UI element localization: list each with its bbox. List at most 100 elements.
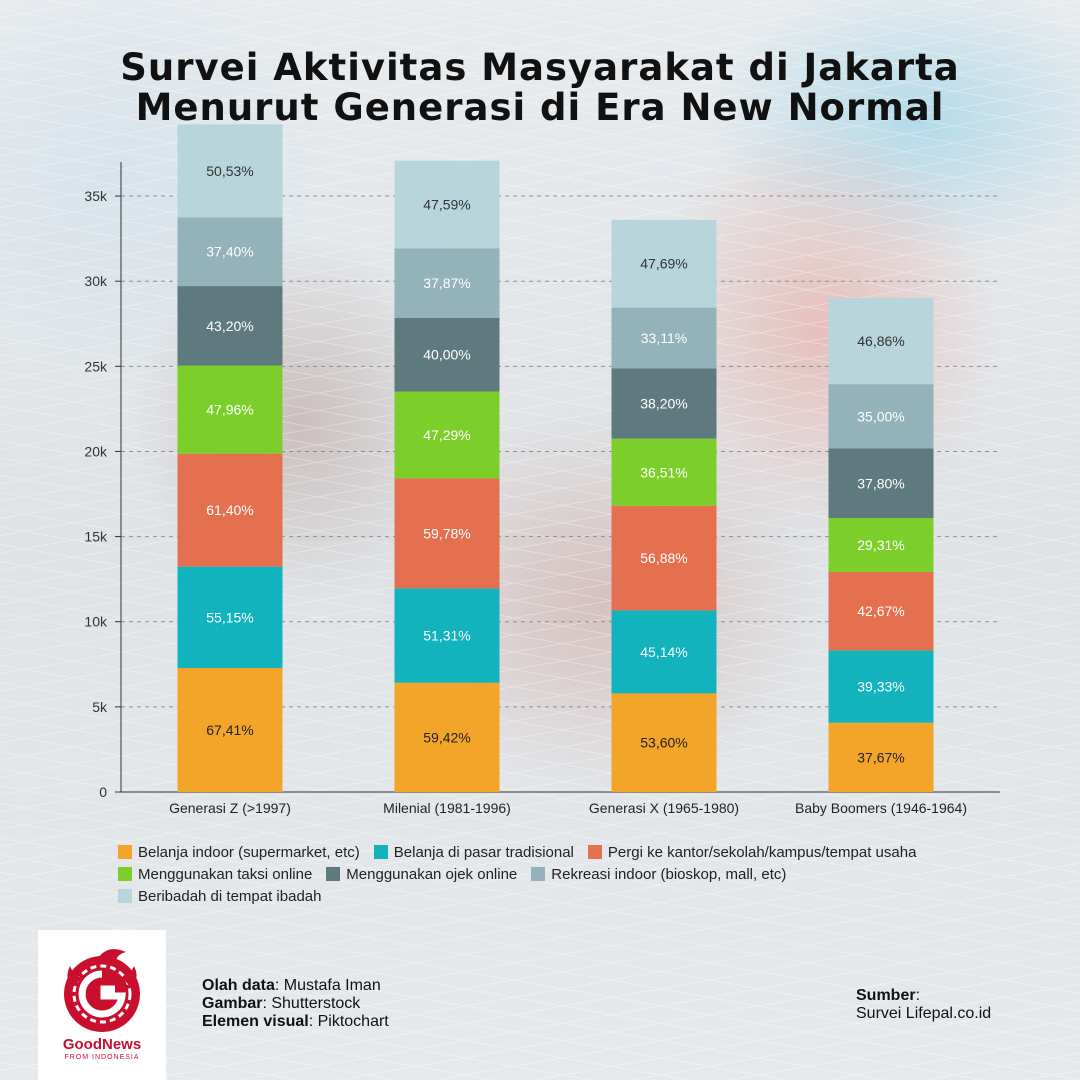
bar-segment	[828, 518, 934, 572]
y-tick-label: 5k	[92, 699, 108, 715]
bar-segment	[828, 722, 934, 792]
y-tick-label: 10k	[84, 614, 108, 630]
bar-segment	[177, 453, 283, 567]
data-label: 37,67%	[857, 749, 904, 765]
y-tick-label: 0	[99, 784, 107, 800]
legend-swatch	[373, 845, 388, 859]
garuda-logo-icon	[64, 949, 140, 1032]
logo-subtitle: FROM INDONESIA	[64, 1054, 140, 1061]
bar-segment	[177, 217, 283, 287]
data-label: 37,87%	[423, 275, 470, 291]
credit-olah-data: Olah data: Mustafa Iman	[202, 977, 381, 994]
y-tick-label: 30k	[84, 273, 108, 289]
credit-elemen-visual: Elemen visual: Piktochart	[202, 1013, 389, 1030]
bar-segment	[177, 365, 283, 454]
bar-segment	[394, 160, 500, 249]
legend-item: Pergi ke kantor/sekolah/kampus/tempat us…	[587, 842, 916, 864]
logo-wordmark: GoodNews	[62, 1036, 142, 1053]
bar-segment	[828, 650, 934, 723]
bar-segment	[394, 588, 500, 683]
data-label: 61,40%	[206, 502, 253, 518]
legend-label: Belanja indoor (supermarket, etc)	[138, 844, 360, 861]
data-label: 29,31%	[857, 537, 904, 553]
legend-label: Belanja di pasar tradisional	[393, 844, 574, 861]
legend-swatch	[118, 889, 132, 903]
data-label: 35,00%	[857, 408, 904, 424]
data-label: 53,60%	[640, 735, 687, 751]
bar-segment	[611, 219, 717, 308]
data-label: 42,67%	[857, 603, 904, 619]
bar-segment	[611, 368, 717, 439]
bar-segment	[611, 307, 717, 369]
y-tick-label: 35k	[84, 188, 108, 204]
data-label: 33,11%	[641, 330, 687, 346]
legend-swatch	[326, 867, 341, 881]
title-line-1: Survei Aktivitas Masyarakat di Jakarta	[120, 46, 960, 89]
data-label: 51,31%	[423, 628, 470, 644]
legend-item: Menggunakan ojek online	[326, 864, 517, 886]
bar-segment	[394, 682, 500, 792]
legend-swatch	[118, 845, 132, 859]
data-label: 36,51%	[640, 464, 687, 480]
legend-swatch	[587, 845, 602, 859]
data-label: 45,14%	[640, 644, 687, 660]
source-value: Survei Lifepal.co.id	[856, 1005, 992, 1022]
credit-gambar: Gambar: Shutterstock	[202, 995, 361, 1012]
data-label: 59,78%	[423, 525, 470, 541]
bar-segment	[394, 391, 500, 479]
bar-segment	[177, 566, 283, 669]
legend-item: Menggunakan taksi online	[118, 864, 312, 886]
data-label: 43,20%	[206, 318, 253, 334]
bar-segment	[177, 124, 283, 218]
page-title: Survei Aktivitas Masyarakat di Jakarta M…	[0, 48, 1080, 128]
legend-label: Menggunakan taksi online	[138, 866, 313, 883]
bar-segment	[828, 448, 934, 519]
source-label: Sumber:	[856, 987, 921, 1004]
y-tick-label: 20k	[84, 443, 108, 459]
bar-segment	[828, 297, 934, 385]
y-tick-label: 25k	[84, 358, 108, 374]
data-label: 39,33%	[857, 679, 904, 695]
legend-item: Rekreasi indoor (bioskop, mall, etc)	[531, 864, 786, 886]
bar-segment	[177, 286, 283, 366]
data-label: 46,86%	[857, 333, 904, 349]
bar-segment	[611, 693, 717, 792]
title-line-2: Menurut Generasi di Era New Normal	[135, 86, 945, 129]
bar-segment	[394, 478, 500, 589]
data-label: 47,69%	[640, 256, 687, 272]
data-label: 50,53%	[206, 163, 253, 179]
legend-item: Belanja indoor (supermarket, etc)	[118, 842, 360, 864]
bar-segment	[611, 505, 717, 611]
data-label: 59,42%	[423, 729, 470, 745]
data-label: 55,15%	[206, 609, 253, 625]
x-tick-label: Generasi Z (>1997)	[169, 800, 291, 816]
bar-segment	[828, 384, 934, 449]
legend-label: Menggunakan ojek online	[346, 866, 518, 883]
x-tick-label: Generasi X (1965-1980)	[589, 800, 739, 816]
credits: Olah data: Mustafa Iman Gambar: Shutters…	[202, 977, 389, 1031]
x-tick-label: Milenial (1981-1996)	[383, 800, 511, 816]
goodnews-logo: GoodNews FROM INDONESIA	[38, 930, 166, 1080]
legend-label: Beribadah di tempat ibadah	[138, 888, 322, 905]
legend-item: Belanja di pasar tradisional	[373, 842, 574, 864]
y-tick-label: 15k	[84, 529, 108, 545]
data-label: 40,00%	[423, 347, 470, 363]
bar-segment	[394, 248, 500, 318]
chart-legend: Belanja indoor (supermarket, etc) Belanja…	[118, 842, 978, 908]
legend-swatch	[118, 867, 132, 881]
legend-item: Beribadah di tempat ibadah	[118, 886, 321, 908]
data-label: 47,96%	[206, 402, 253, 418]
data-label: 37,80%	[857, 475, 904, 491]
bar-segment	[394, 317, 500, 392]
data-label: 37,40%	[206, 244, 253, 260]
x-tick-label: Baby Boomers (1946-1964)	[795, 800, 967, 816]
bar-segment	[177, 668, 283, 792]
bar-segment	[611, 438, 717, 506]
stacked-bar-chart: 0 5k 10k 15k 20k 25k 30k 35k 67,41% 55,15% 61,40% 4…	[84, 124, 1000, 816]
data-label: 67,41%	[206, 722, 253, 738]
data-label: 47,29%	[423, 427, 470, 443]
data-label: 38,20%	[640, 396, 687, 412]
bar-segment	[611, 610, 717, 694]
legend-label: Rekreasi indoor (bioskop, mall, etc)	[551, 866, 787, 883]
legend-swatch	[531, 867, 546, 881]
